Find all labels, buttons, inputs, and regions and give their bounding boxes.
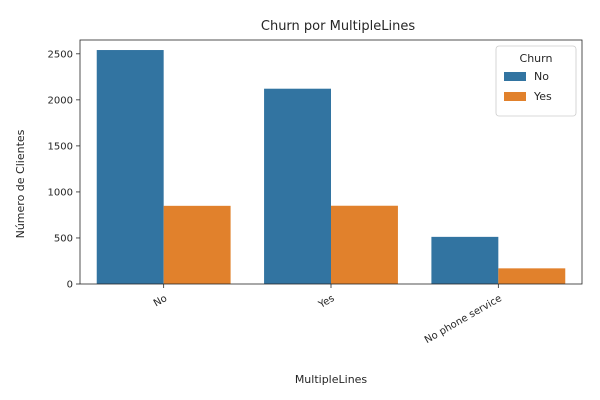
x-tick-label: Yes — [316, 293, 336, 311]
plot-frame — [79, 39, 583, 285]
y-tick-label: 2500 — [48, 49, 73, 60]
x-axis-label: MultipleLines — [295, 373, 368, 386]
bar-no — [431, 236, 499, 284]
x-tick-label: No phone service — [423, 293, 504, 346]
bars-layer — [96, 50, 566, 285]
bar-no — [264, 88, 331, 285]
legend: Churn No Yes — [495, 45, 577, 117]
legend-swatch — [504, 72, 526, 81]
y-tick-label: 2000 — [48, 95, 73, 106]
legend-title: Churn — [520, 52, 553, 65]
bar-yes — [498, 268, 566, 284]
legend-swatch — [504, 92, 526, 101]
y-tick-label: 500 — [54, 233, 73, 244]
y-tick-label: 1500 — [48, 141, 73, 152]
bar-yes — [331, 205, 398, 284]
legend-label: Yes — [533, 90, 552, 103]
y-axis-label: Número de Clientes — [14, 129, 27, 238]
bar-no — [96, 50, 164, 285]
bar-yes — [163, 205, 231, 284]
legend-label: No — [534, 70, 549, 83]
x-tick-label: No — [152, 293, 169, 309]
y-tick-label: 0 — [67, 280, 73, 291]
y-tick-label: 1000 — [48, 187, 73, 198]
chart-title: Churn por MultipleLines — [261, 19, 415, 34]
